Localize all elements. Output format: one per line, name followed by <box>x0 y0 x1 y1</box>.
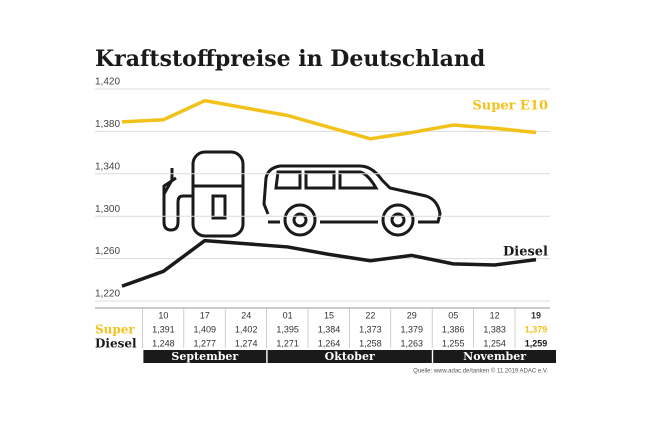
x-tick-label: 01 <box>283 310 293 320</box>
value-label: 1,379 <box>401 324 424 334</box>
value-label: 1,255 <box>442 338 465 348</box>
month-bar <box>143 350 267 363</box>
car-icon <box>262 164 442 237</box>
x-tick-label: 10 <box>158 310 168 320</box>
month-bar <box>433 350 556 363</box>
x-tick-label: 05 <box>448 310 458 320</box>
value-label: 1,391 <box>152 324 175 334</box>
legend-label: Super E10 <box>472 99 548 114</box>
row-label: Diesel <box>95 337 137 351</box>
value-label: 1,402 <box>235 324 258 334</box>
value-label: 1,248 <box>152 338 175 348</box>
y-tick-label: 1,300 <box>95 204 120 215</box>
x-tick-label: 22 <box>365 310 375 320</box>
value-label: 1,274 <box>235 338 258 348</box>
month-label: November <box>463 350 526 363</box>
row-label: Super <box>95 323 135 337</box>
y-tick-label: 1,340 <box>95 161 120 172</box>
month-label: Oktober <box>325 350 375 363</box>
value-label: 1,384 <box>318 324 341 334</box>
value-label: 1,263 <box>401 338 424 348</box>
fuel-pump-icon <box>162 150 245 238</box>
month-bar <box>267 350 432 363</box>
value-label: 1,373 <box>359 324 382 334</box>
y-tick-label: 1,220 <box>95 289 120 300</box>
x-tick-label: 24 <box>241 310 251 320</box>
value-label: 1,271 <box>276 338 299 348</box>
value-label: 1,395 <box>276 324 299 334</box>
series-line <box>121 238 537 288</box>
chart-title: Kraftstoffpreise in Deutschland <box>95 46 485 72</box>
x-tick-label: 29 <box>407 310 417 320</box>
series-line <box>121 98 537 141</box>
value-label: 1,379 <box>525 324 548 334</box>
value-label: 1,258 <box>359 338 382 348</box>
y-tick-label: 1,420 <box>95 77 120 88</box>
value-label: 1,264 <box>318 338 341 348</box>
value-label: 1,277 <box>194 338 217 348</box>
value-label: 1,254 <box>483 338 506 348</box>
month-label: September <box>171 350 238 363</box>
value-label: 1,259 <box>525 338 548 348</box>
x-tick-label: 12 <box>490 310 500 320</box>
y-tick-label: 1,380 <box>95 119 120 130</box>
x-tick-label: 19 <box>531 310 541 320</box>
value-label: 1,383 <box>483 324 506 334</box>
value-label: 1,386 <box>442 324 465 334</box>
y-tick-label: 1,260 <box>95 246 120 257</box>
source-note: Quelle: www.adac.de/tanken © 11.2019 ADA… <box>413 368 548 375</box>
value-label: 1,409 <box>194 324 217 334</box>
x-tick-label: 15 <box>324 310 334 320</box>
legend-label: Diesel <box>503 245 548 260</box>
x-tick-label: 17 <box>200 310 210 320</box>
